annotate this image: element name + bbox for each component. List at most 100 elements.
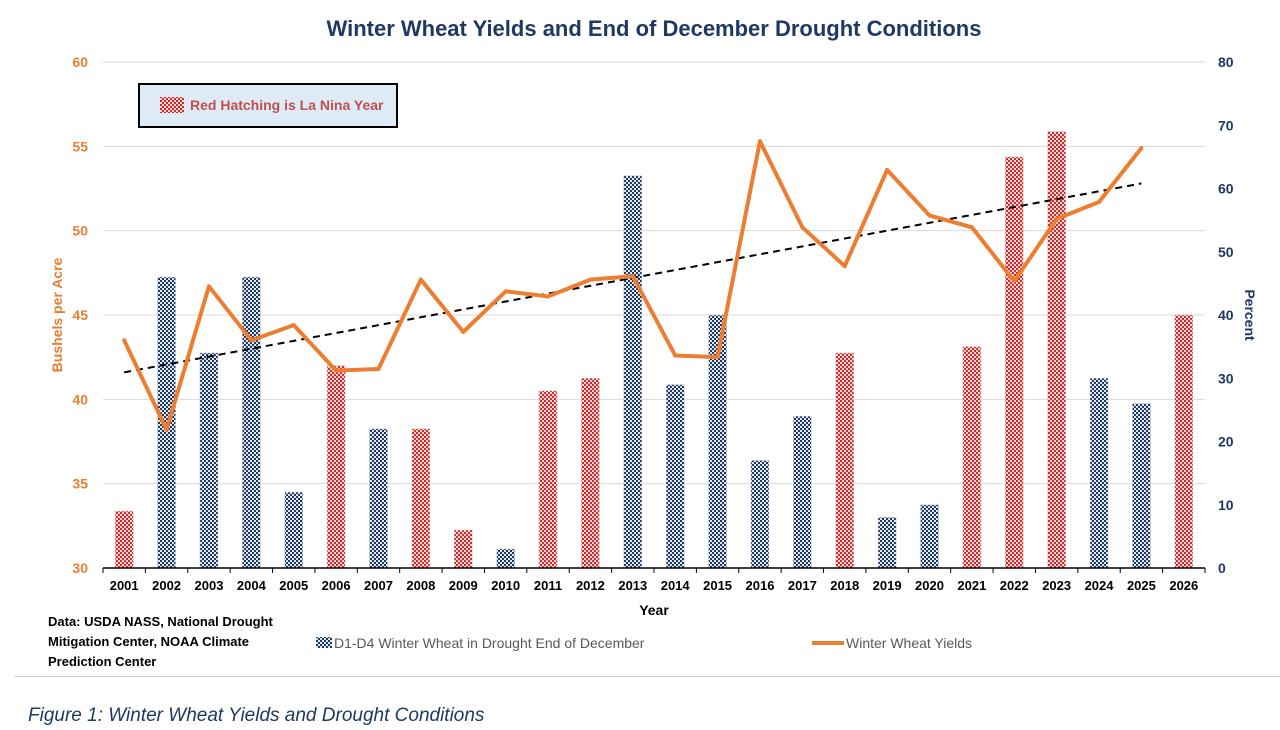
y-left-tick-label: 55 xyxy=(72,138,88,154)
x-tick-label: 2021 xyxy=(957,578,986,593)
yield-point xyxy=(969,225,974,230)
chart-frame xyxy=(14,0,1280,677)
yield-point xyxy=(757,139,762,144)
chart: Winter Wheat Yields and End of December … xyxy=(49,16,1258,651)
x-tick-label: 2016 xyxy=(746,578,775,593)
yield-point xyxy=(1054,216,1059,221)
yield-point xyxy=(164,427,169,432)
x-tick-label: 2025 xyxy=(1127,578,1156,593)
x-tick-label: 2007 xyxy=(364,578,393,593)
y-right-tick-label: 0 xyxy=(1218,560,1226,576)
bar xyxy=(877,517,897,569)
x-tick-label: 2018 xyxy=(830,578,859,593)
yield-point xyxy=(842,264,847,269)
y-left-tick-label: 45 xyxy=(72,307,88,323)
y-right-tick-label: 60 xyxy=(1218,181,1234,197)
yield-point xyxy=(376,366,381,371)
yield-point xyxy=(885,167,890,172)
x-tick-label: 2005 xyxy=(279,578,308,593)
bar-la-nina xyxy=(1174,314,1194,569)
yield-point xyxy=(1097,199,1102,204)
y-axis-left-label: Bushels per Acre xyxy=(49,257,65,372)
bar-la-nina xyxy=(835,352,854,569)
x-tick-label: 2023 xyxy=(1042,578,1071,593)
yield-point xyxy=(1012,279,1017,284)
annotation-box: Red Hatching is La Nina Year xyxy=(138,83,398,128)
x-tick-label: 2009 xyxy=(449,578,478,593)
yield-point xyxy=(461,329,466,334)
yield-point xyxy=(800,225,805,230)
bar xyxy=(665,384,685,569)
legend-line-label: Winter Wheat Yields xyxy=(846,635,972,651)
x-tick-label: 2015 xyxy=(703,578,732,593)
legend-bar-swatch xyxy=(316,637,332,648)
x-tick-label: 2010 xyxy=(491,578,520,593)
annotation-text: Red Hatching is La Nina Year xyxy=(190,97,384,113)
x-tick-label: 2013 xyxy=(618,578,647,593)
bar-la-nina xyxy=(581,378,600,569)
y-right-tick-label: 40 xyxy=(1218,307,1234,323)
bar xyxy=(1089,378,1109,569)
bar xyxy=(242,276,261,569)
yield-point xyxy=(122,338,127,343)
y-axis-right-label: Percent xyxy=(1242,289,1258,341)
chart-title: Winter Wheat Yields and End of December … xyxy=(327,16,982,41)
bar-la-nina xyxy=(114,510,134,569)
y-left-tick-label: 35 xyxy=(72,476,88,492)
yield-point xyxy=(503,289,508,294)
bar-la-nina xyxy=(411,428,431,569)
yield-point xyxy=(418,277,423,282)
yield-point xyxy=(715,355,720,360)
y-right-tick-label: 70 xyxy=(1218,117,1234,133)
bar xyxy=(199,352,219,569)
bar xyxy=(920,504,939,569)
y-left-tick-label: 50 xyxy=(72,223,88,239)
yield-point xyxy=(206,284,211,289)
x-tick-label: 2022 xyxy=(1000,578,1029,593)
x-tick-label: 2002 xyxy=(152,578,181,593)
yield-point xyxy=(630,274,635,279)
y-left-tick-label: 60 xyxy=(72,54,88,70)
figure-caption: Figure 1: Winter Wheat Yields and Drough… xyxy=(28,705,485,726)
y-left-tick-label: 30 xyxy=(72,560,88,576)
bar xyxy=(157,276,176,569)
x-tick-label: 2024 xyxy=(1085,578,1115,593)
x-tick-label: 2004 xyxy=(237,578,267,593)
bar xyxy=(623,175,643,569)
yield-point xyxy=(334,368,339,373)
yield-point xyxy=(249,338,254,343)
y-right-tick-label: 10 xyxy=(1218,497,1234,513)
x-tick-label: 2026 xyxy=(1169,578,1198,593)
bar xyxy=(793,415,812,569)
y-left-tick-label: 40 xyxy=(72,391,88,407)
bar-la-nina xyxy=(1005,156,1024,569)
yield-point xyxy=(588,277,593,282)
x-tick-label: 2001 xyxy=(110,578,139,593)
bar xyxy=(496,548,515,569)
x-tick-label: 2012 xyxy=(576,578,605,593)
x-tick-label: 2011 xyxy=(534,578,562,593)
x-tick-label: 2003 xyxy=(195,578,224,593)
bar xyxy=(1132,403,1151,569)
bar-la-nina xyxy=(962,346,982,569)
yield-point xyxy=(927,213,932,218)
yield-point xyxy=(1139,146,1144,151)
bar-la-nina xyxy=(454,529,473,569)
x-axis-label: Year xyxy=(639,602,669,618)
y-right-tick-label: 80 xyxy=(1218,54,1234,70)
bar-la-nina xyxy=(326,365,346,569)
yield-point xyxy=(291,323,296,328)
y-right-tick-label: 30 xyxy=(1218,370,1234,386)
legend: D1-D4 Winter Wheat in Drought End of Dec… xyxy=(316,635,972,651)
x-tick-label: 2008 xyxy=(406,578,435,593)
x-tick-label: 2006 xyxy=(322,578,351,593)
bar-la-nina xyxy=(538,390,558,569)
yield-point xyxy=(546,294,551,299)
la-nina-swatch xyxy=(160,97,184,113)
x-tick-label: 2017 xyxy=(788,578,817,593)
bar xyxy=(369,428,388,569)
x-tick-label: 2014 xyxy=(661,578,691,593)
x-tick-label: 2020 xyxy=(915,578,944,593)
legend-bar-label: D1-D4 Winter Wheat in Drought End of Dec… xyxy=(334,635,645,651)
bar xyxy=(284,491,303,569)
